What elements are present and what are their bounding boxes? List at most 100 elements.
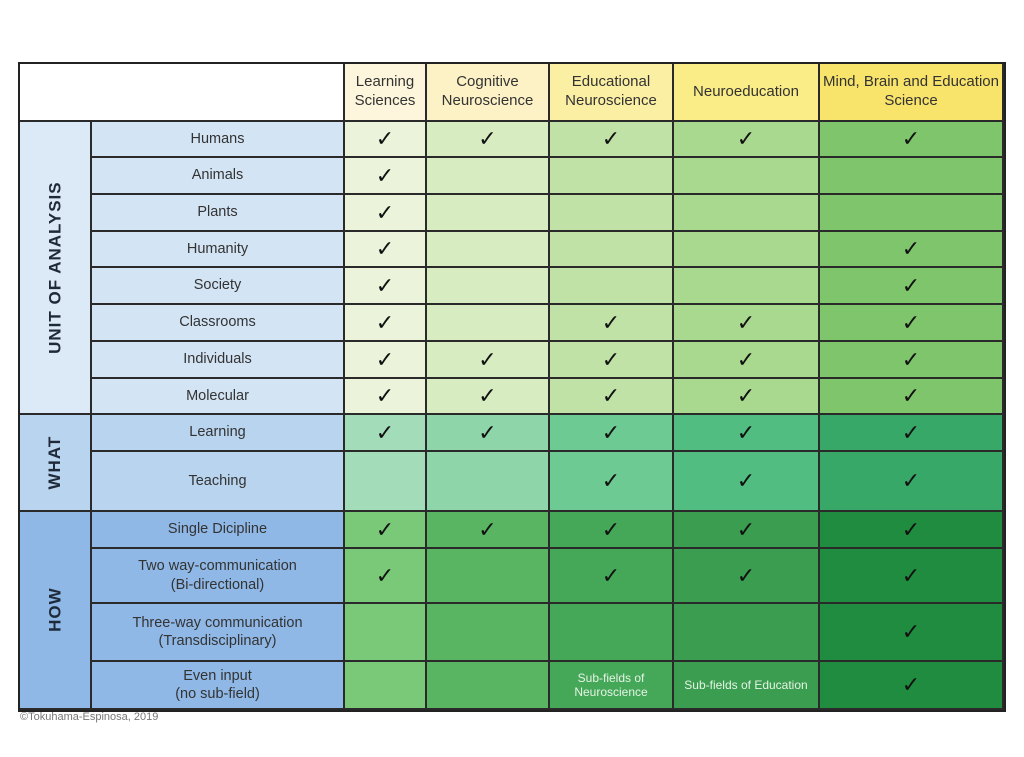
row-label: Humans [92,122,345,158]
column-header: Neuroeducation [674,64,820,122]
note-cell: Sub-fields of Education [674,662,820,710]
empty-cell [427,452,550,512]
check-icon-cell: ✓ [345,195,427,232]
empty-cell [427,232,550,268]
row-label: Individuals [92,342,345,379]
empty-cell [820,195,1004,232]
empty-cell [427,158,550,195]
column-header: Educational Neuroscience [550,64,674,122]
comparison-table: Learning Sciences Cognitive Neuroscience E… [18,62,1006,712]
empty-cell [550,268,674,305]
row-label: Animals [92,158,345,195]
row-label-text: Society [193,277,242,294]
check-icon-cell: ✓ [550,415,674,452]
empty-cell [345,662,427,710]
check-icon-cell: ✓ [820,512,1004,549]
check-icon-cell: ✓ [550,305,674,342]
check-icon-cell: ✓ [674,452,820,512]
check-icon-cell: ✓ [674,549,820,604]
check-icon-cell: ✓ [427,379,550,415]
check-icon-cell: ✓ [550,452,674,512]
row-label: Three-way communication (Transdisciplinar… [92,604,345,662]
check-icon-cell: ✓ [820,662,1004,710]
check-icon-cell: ✓ [820,122,1004,158]
row-label-text: Teaching [188,472,247,489]
row-label-text: Classrooms [179,314,256,331]
empty-cell [674,268,820,305]
empty-cell [550,158,674,195]
check-icon-cell: ✓ [345,342,427,379]
row-label-text: Humans [190,130,245,147]
check-icon-cell: ✓ [345,415,427,452]
empty-cell [427,549,550,604]
column-header: Cognitive Neuroscience [427,64,550,122]
empty-cell [674,158,820,195]
column-header: Mind, Brain and Education Science [820,64,1004,122]
check-icon-cell: ✓ [550,342,674,379]
row-label: Molecular [92,379,345,415]
empty-cell [427,604,550,662]
empty-cell [345,452,427,512]
check-icon-cell: ✓ [820,452,1004,512]
check-icon-cell: ✓ [820,342,1004,379]
row-label-text: Learning [189,424,246,441]
empty-cell [550,604,674,662]
row-label-text: Plants [197,204,238,221]
check-icon-cell: ✓ [550,549,674,604]
check-icon-cell: ✓ [674,342,820,379]
group-label-text: UNIT OF ANALYSIS [45,181,65,354]
empty-cell [674,232,820,268]
check-icon-cell: ✓ [820,268,1004,305]
row-label: Learning [92,415,345,452]
row-label: Humanity [92,232,345,268]
row-label-text: Single Dicipline [167,521,268,538]
row-label-text: Two way-communication (Bi-directional) [138,558,297,593]
check-icon-cell: ✓ [820,415,1004,452]
row-label: Classrooms [92,305,345,342]
row-label-text: Three-way communication (Transdisciplinar… [132,614,303,649]
row-label: Two way-communication (Bi-directional) [92,549,345,604]
check-icon-cell: ✓ [550,122,674,158]
check-icon-cell: ✓ [820,604,1004,662]
check-icon-cell: ✓ [674,305,820,342]
empty-cell [427,268,550,305]
empty-cell [550,195,674,232]
empty-cell [427,305,550,342]
check-icon-cell: ✓ [427,342,550,379]
row-label: Society [92,268,345,305]
header-corner [20,64,345,122]
group-label-what: WHAT [20,415,92,512]
row-label: Plants [92,195,345,232]
check-icon-cell: ✓ [345,379,427,415]
check-icon-cell: ✓ [345,158,427,195]
check-icon-cell: ✓ [674,415,820,452]
check-icon-cell: ✓ [820,305,1004,342]
check-icon-cell: ✓ [674,379,820,415]
note-cell: Sub-fields of Neuroscience [550,662,674,710]
empty-cell [674,604,820,662]
check-icon-cell: ✓ [820,549,1004,604]
check-icon-cell: ✓ [820,379,1004,415]
row-label-text: Even input (no sub-field) [175,667,260,702]
group-label-text: WHAT [45,435,65,490]
column-header: Learning Sciences [345,64,427,122]
check-icon-cell: ✓ [674,122,820,158]
check-icon-cell: ✓ [345,512,427,549]
row-label: Even input (no sub-field) [92,662,345,710]
row-label-text: Humanity [186,240,249,257]
check-icon-cell: ✓ [820,232,1004,268]
group-label-how: HOW [20,512,92,710]
check-icon-cell: ✓ [427,415,550,452]
copyright: ©Tokuhama-Espinosa, 2019 [20,711,159,723]
check-icon-cell: ✓ [550,512,674,549]
check-icon-cell: ✓ [345,232,427,268]
row-label-text: Animals [191,167,244,184]
group-label-text: HOW [45,587,65,633]
row-label: Teaching [92,452,345,512]
check-icon-cell: ✓ [550,379,674,415]
empty-cell [427,195,550,232]
empty-cell [345,604,427,662]
check-icon-cell: ✓ [345,268,427,305]
row-label-text: Molecular [186,387,249,404]
check-icon-cell: ✓ [427,512,550,549]
